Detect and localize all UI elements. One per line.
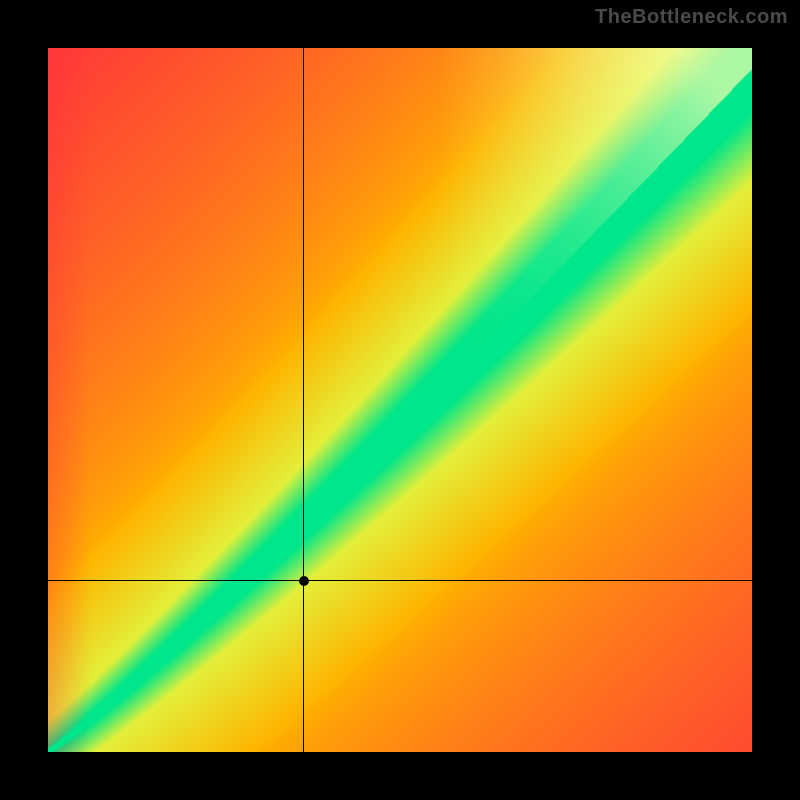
marker-dot (299, 576, 309, 586)
crosshair-vertical (303, 48, 304, 752)
crosshair-horizontal (48, 580, 752, 581)
heatmap-canvas (48, 48, 752, 752)
watermark-text: TheBottleneck.com (595, 6, 788, 29)
plot-area (48, 48, 752, 752)
